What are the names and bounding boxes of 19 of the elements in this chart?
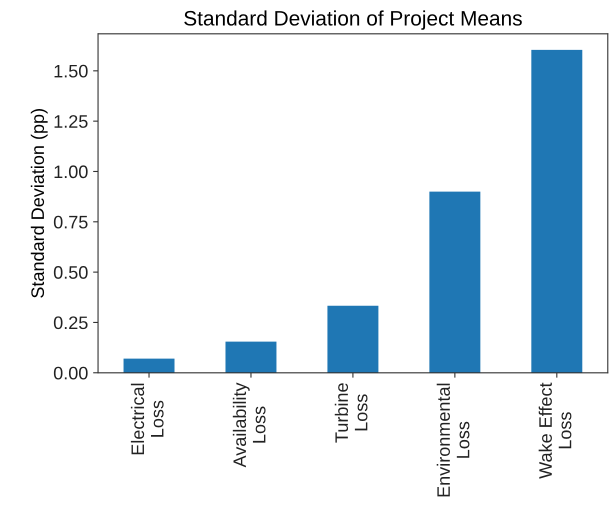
bar xyxy=(225,342,276,373)
y-tick-label: 0.50 xyxy=(54,266,88,279)
bar xyxy=(327,306,378,373)
y-tick-label: 1.00 xyxy=(54,165,88,178)
x-tick-label: Electrical Loss xyxy=(130,384,164,454)
x-tick-label: Environmental Loss xyxy=(436,384,470,496)
bar xyxy=(124,358,175,373)
y-tick-label: 1.50 xyxy=(54,64,88,78)
x-tick-label: Availability Loss xyxy=(232,382,266,468)
chart-title: Standard Deviation of Project Means xyxy=(184,10,522,30)
y-axis-title: Standard Deviation (pp) xyxy=(30,109,48,298)
bar xyxy=(531,50,582,373)
bar xyxy=(429,192,480,373)
y-tick-label: 0.25 xyxy=(54,316,88,330)
y-tick-label: 0.00 xyxy=(54,366,88,380)
y-tick-label: 0.75 xyxy=(54,216,88,229)
x-tick-label: Turbine Loss xyxy=(334,383,368,443)
x-tick-label: Wake Effect Loss xyxy=(538,382,572,479)
y-tick-label: 1.25 xyxy=(54,115,88,128)
